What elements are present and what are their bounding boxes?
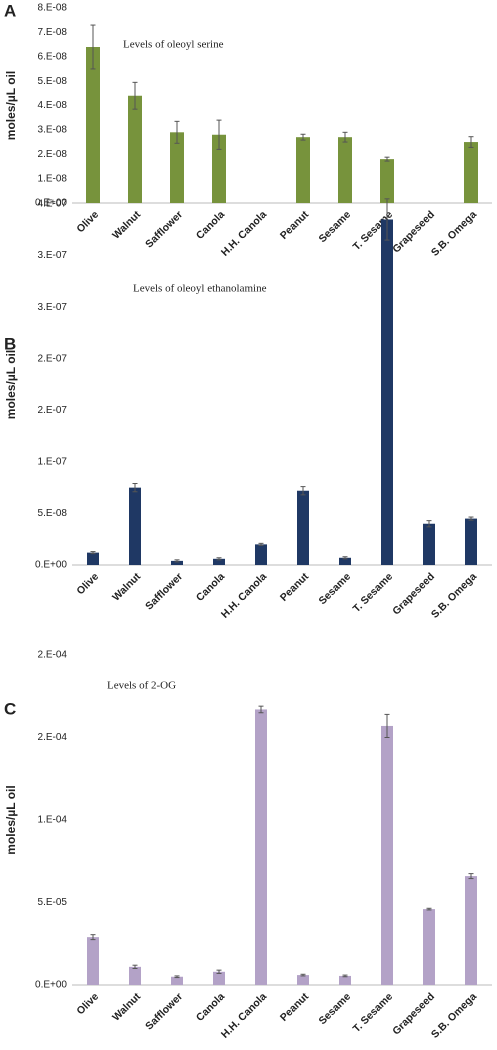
bar <box>171 560 183 565</box>
bar <box>423 523 435 565</box>
x-tick-label: S.B. Omega <box>429 570 479 620</box>
y-tick-label: 0.E+00 <box>35 198 67 209</box>
bar <box>129 487 141 565</box>
panel-label: C <box>4 699 16 718</box>
bar <box>465 876 477 985</box>
bar <box>171 976 183 985</box>
x-tick-label: H.H. Canola <box>219 570 269 620</box>
x-tick-label: Sesame <box>317 208 354 245</box>
bar <box>213 971 225 985</box>
bar <box>255 709 267 985</box>
bar <box>87 552 99 565</box>
y-tick-label: 7.E-08 <box>38 27 68 38</box>
bar <box>86 47 100 203</box>
x-tick-label: Sesame <box>317 570 354 607</box>
bar <box>170 132 184 203</box>
bar <box>339 975 351 985</box>
bar <box>296 137 310 203</box>
bar <box>213 558 225 565</box>
bar <box>465 518 477 565</box>
x-tick-label: Canola <box>194 208 227 241</box>
x-tick-label: Canola <box>194 570 227 603</box>
bar <box>297 975 309 985</box>
bar <box>255 544 267 565</box>
y-tick-label: 0.E+00 <box>35 980 67 991</box>
y-tick-label: 4.E-07 <box>38 199 68 210</box>
y-axis-label: moles/µL oil <box>4 71 18 140</box>
x-tick-label: Sesame <box>317 990 354 1027</box>
x-tick-label: Peanut <box>278 208 312 242</box>
bar <box>87 937 99 985</box>
y-tick-label: 2.E-04 <box>38 650 68 661</box>
x-tick-label: H.H. Canola <box>219 990 269 1040</box>
x-tick-label: T. Sesame <box>351 990 396 1035</box>
chart-title: Levels of oleoyl ethanolamine <box>133 283 267 295</box>
y-tick-label: 1.E-08 <box>38 173 68 184</box>
y-tick-label: 2.E-07 <box>38 405 68 416</box>
x-tick-label: Olive <box>74 570 101 597</box>
y-tick-label: 2.E-08 <box>38 149 68 160</box>
bar <box>297 490 309 565</box>
y-tick-label: 3.E-07 <box>38 302 68 313</box>
x-tick-label: Olive <box>74 208 101 235</box>
bar <box>212 134 226 203</box>
x-tick-label: S.B. Omega <box>429 208 479 258</box>
bar <box>338 137 352 203</box>
x-tick-label: Peanut <box>278 570 312 604</box>
x-tick-label: Walnut <box>110 570 143 603</box>
bar <box>423 909 435 985</box>
y-tick-label: 1.E-04 <box>38 815 68 826</box>
x-tick-label: Olive <box>74 990 101 1017</box>
y-tick-label: 2.E-07 <box>38 353 68 364</box>
x-tick-label: Walnut <box>110 990 143 1023</box>
y-tick-label: 5.E-08 <box>38 508 68 519</box>
x-tick-label: Safflower <box>143 571 185 613</box>
bar <box>128 95 142 203</box>
x-tick-label: Safflower <box>143 209 185 251</box>
chart-title: Levels of oleoyl serine <box>123 39 224 51</box>
x-tick-label: H.H. Canola <box>219 208 269 258</box>
bar <box>129 966 141 985</box>
x-tick-label: T. Sesame <box>351 570 396 615</box>
y-tick-label: 6.E-08 <box>38 51 68 62</box>
x-tick-label: Peanut <box>278 990 312 1024</box>
panel-label: B <box>4 334 16 353</box>
x-tick-label: Canola <box>194 990 227 1023</box>
y-axis-label: moles/µL oil <box>4 785 18 854</box>
y-tick-label: 5.E-05 <box>38 897 68 908</box>
x-tick-label: Safflower <box>143 991 185 1033</box>
y-tick-label: 8.E-08 <box>38 3 68 14</box>
y-tick-label: 2.E-04 <box>38 732 68 743</box>
bar <box>339 557 351 565</box>
chart-title: Levels of 2-OG <box>107 680 176 692</box>
y-tick-label: 3.E-07 <box>38 250 68 261</box>
y-axis-label: moles/µL oil <box>4 350 18 419</box>
y-tick-label: 0.E+00 <box>35 560 67 571</box>
bar <box>381 725 393 985</box>
y-tick-label: 1.E-07 <box>38 456 68 467</box>
bar <box>380 159 394 203</box>
x-tick-label: Walnut <box>110 208 143 241</box>
bar <box>464 142 478 203</box>
y-tick-label: 4.E-08 <box>38 100 68 111</box>
x-tick-label: S.B. Omega <box>429 990 479 1040</box>
y-tick-label: 3.E-08 <box>38 125 68 136</box>
y-tick-label: 5.E-08 <box>38 76 68 87</box>
panel-label: A <box>4 1 16 20</box>
bar <box>381 219 393 565</box>
